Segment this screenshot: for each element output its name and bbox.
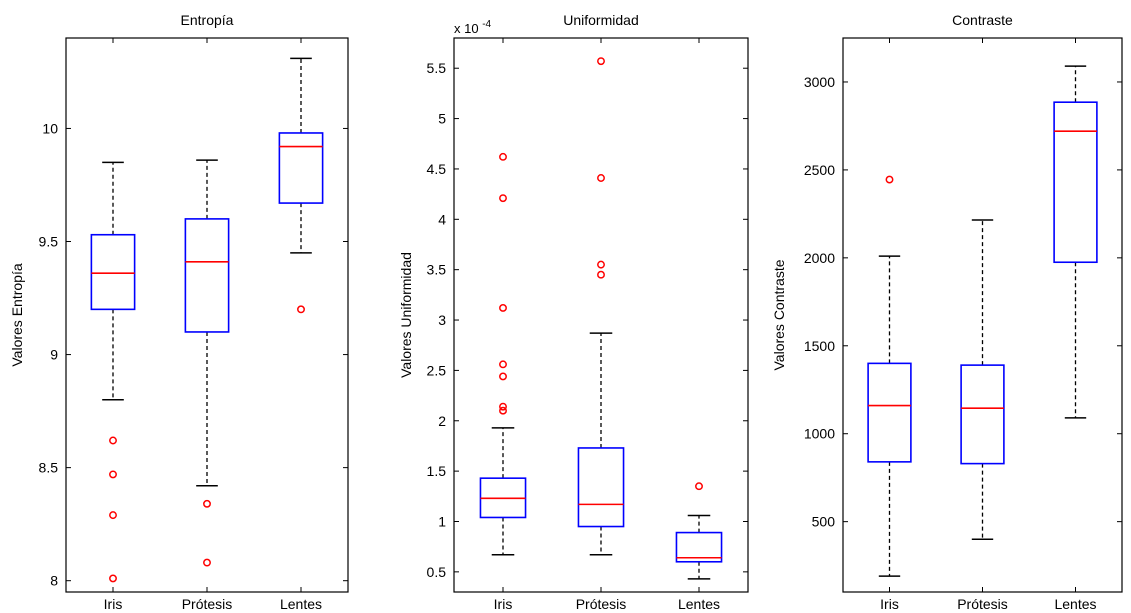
chart-title: Entropía	[181, 12, 234, 28]
outlier-point	[499, 372, 507, 381]
iqr-box	[675, 531, 723, 563]
x-tick-label: Prótesis	[182, 596, 233, 612]
box-iris	[479, 152, 527, 556]
x-tick-label: Prótesis	[576, 596, 627, 612]
y-tick-label: 2	[438, 413, 446, 429]
x-tick-label: Iris	[494, 596, 513, 612]
chart-title: Contraste	[952, 12, 1013, 28]
iqr-box	[184, 218, 230, 333]
y-tick-label: 4	[438, 211, 446, 227]
y-tick-label: 8.5	[39, 460, 59, 476]
y-tick-label: 4.5	[427, 161, 447, 177]
x-tick-label: Lentes	[678, 596, 720, 612]
y-tick-label: 500	[812, 514, 836, 530]
y-tick-label: 5	[438, 111, 446, 127]
x-tick-label: Prótesis	[957, 596, 1008, 612]
y-tick-label: 1	[438, 513, 446, 529]
axis-exponent-label: x 10 -4	[454, 19, 492, 36]
iqr-box	[867, 362, 912, 463]
outlier-point	[203, 558, 211, 567]
outlier-point	[597, 260, 605, 269]
x-tick-label: Lentes	[1054, 596, 1096, 612]
outlier-point	[109, 511, 117, 520]
y-tick-label: 1500	[804, 338, 835, 354]
y-tick-label: 1000	[804, 426, 835, 442]
y-tick-label: 3.5	[427, 262, 447, 278]
outlier-point	[297, 305, 305, 314]
y-tick-label: 3	[438, 312, 446, 328]
x-tick-label: Iris	[880, 596, 899, 612]
y-tick-label: 2000	[804, 250, 835, 266]
y-axis-label: Valores Contraste	[771, 259, 787, 370]
panel-2: Uniformidad x 10 -4 Valores Uniformidad 0.5…	[398, 12, 749, 612]
outlier-point	[109, 436, 117, 445]
y-tick-label: 8	[50, 573, 58, 589]
y-tick-label: 3000	[804, 74, 835, 90]
y-tick-label: 0.5	[427, 564, 447, 580]
y-tick-label: 2500	[804, 162, 835, 178]
y-tick-label: 5.5	[427, 60, 447, 76]
axes-frame	[453, 37, 749, 593]
box-prótesis	[577, 57, 625, 556]
outlier-point	[203, 499, 211, 508]
outlier-point	[109, 574, 117, 583]
y-tick-label: 10	[42, 120, 58, 136]
outlier-point	[499, 360, 507, 369]
chart-title: Uniformidad	[563, 12, 638, 28]
box-prótesis	[184, 159, 230, 567]
y-tick-label: 2.5	[427, 362, 447, 378]
outlier-point	[499, 194, 507, 203]
box-iris	[90, 161, 136, 583]
outlier-point	[499, 402, 507, 411]
box-lentes	[1053, 65, 1098, 419]
box-prótesis	[960, 219, 1005, 540]
y-axis-label: Valores Uniformidad	[398, 252, 414, 378]
y-tick-label: 1.5	[427, 463, 447, 479]
outlier-point	[885, 175, 894, 184]
outlier-point	[499, 406, 507, 415]
y-tick-label: 9	[50, 347, 58, 363]
y-axis-label: Valores Entropía	[9, 263, 25, 366]
x-tick-label: Lentes	[280, 596, 322, 612]
panel-3: Contraste Valores Contraste 500 1000 1500 200…	[771, 12, 1123, 612]
outlier-point	[499, 152, 507, 161]
box-lentes	[675, 482, 723, 580]
iqr-box	[577, 447, 625, 528]
outlier-point	[109, 470, 117, 479]
x-tick-label: Iris	[104, 596, 123, 612]
iqr-box	[960, 364, 1005, 465]
outlier-point	[597, 174, 605, 182]
outlier-point	[597, 270, 605, 279]
y-tick-label: 9.5	[39, 234, 59, 250]
axes-frame	[65, 37, 349, 593]
outlier-point	[499, 303, 507, 312]
iqr-box	[1053, 101, 1098, 264]
box-lentes	[278, 57, 324, 314]
outlier-point	[597, 57, 605, 66]
iqr-box	[278, 132, 324, 204]
box-iris	[867, 175, 912, 577]
iqr-box	[90, 233, 136, 311]
outlier-point	[695, 482, 703, 491]
panel-1: Entropía Valores Entropía 8 8.5 9 9.5 10 Iris Pr…	[9, 12, 349, 612]
